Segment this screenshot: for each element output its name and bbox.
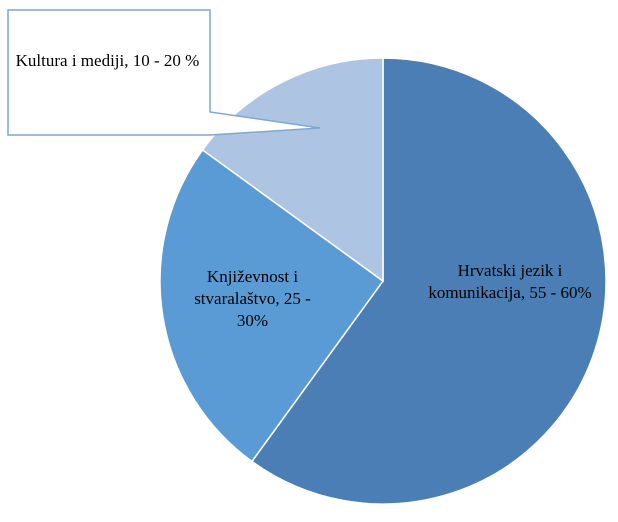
callout-box: [7, 9, 321, 136]
pie-slice: [250, 57, 607, 505]
slice-label: Književnost i stvaralaštvo, 25 - 30%: [194, 267, 311, 330]
slice-label: Hrvatski jezik i komunikacija, 55 - 60%: [428, 261, 592, 302]
slice-label: Kultura i mediji, 10 - 20 %: [15, 51, 200, 70]
pie-slice: [159, 148, 385, 463]
